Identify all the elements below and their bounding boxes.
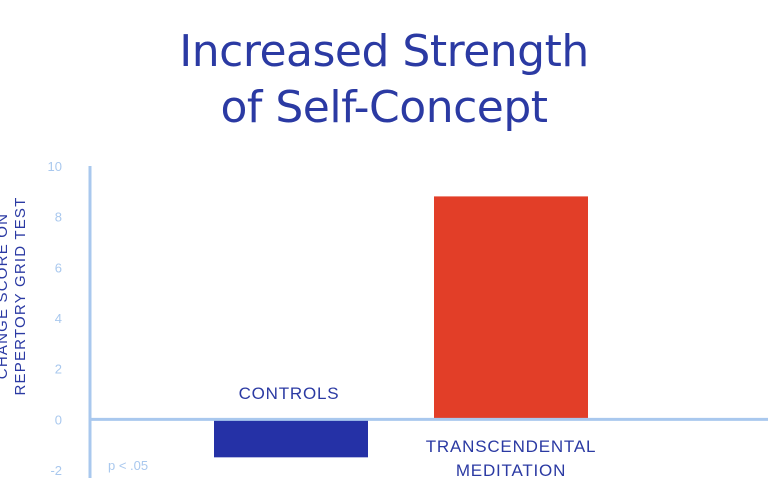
category-label-line: CONTROLS (239, 384, 340, 403)
y-tick-label: 0 (55, 412, 62, 427)
category-label: TRANSCENDENTAL MEDITATION (426, 437, 597, 480)
y-tick-label: 6 (55, 260, 62, 275)
chart-title: Increased Strength of Self-Concept (0, 24, 768, 136)
bar-controls (214, 419, 368, 458)
y-tick-label: 2 (55, 362, 62, 377)
y-tick-label: 4 (55, 311, 62, 326)
y-tick-label: -2 (50, 463, 62, 478)
bar-transcendental-meditation (434, 196, 588, 420)
y-tick-label: 10 (48, 159, 62, 174)
significance-footnote: p < .05 (108, 458, 148, 473)
category-label-line: TRANSCENDENTAL (426, 437, 597, 456)
title-line-1: Increased Strength (179, 26, 589, 77)
category-label: CONTROLS (239, 384, 340, 403)
title-line-2: of Self-Concept (220, 82, 548, 133)
category-label-line: MEDITATION (456, 461, 566, 480)
y-tick-label: 8 (55, 210, 62, 225)
